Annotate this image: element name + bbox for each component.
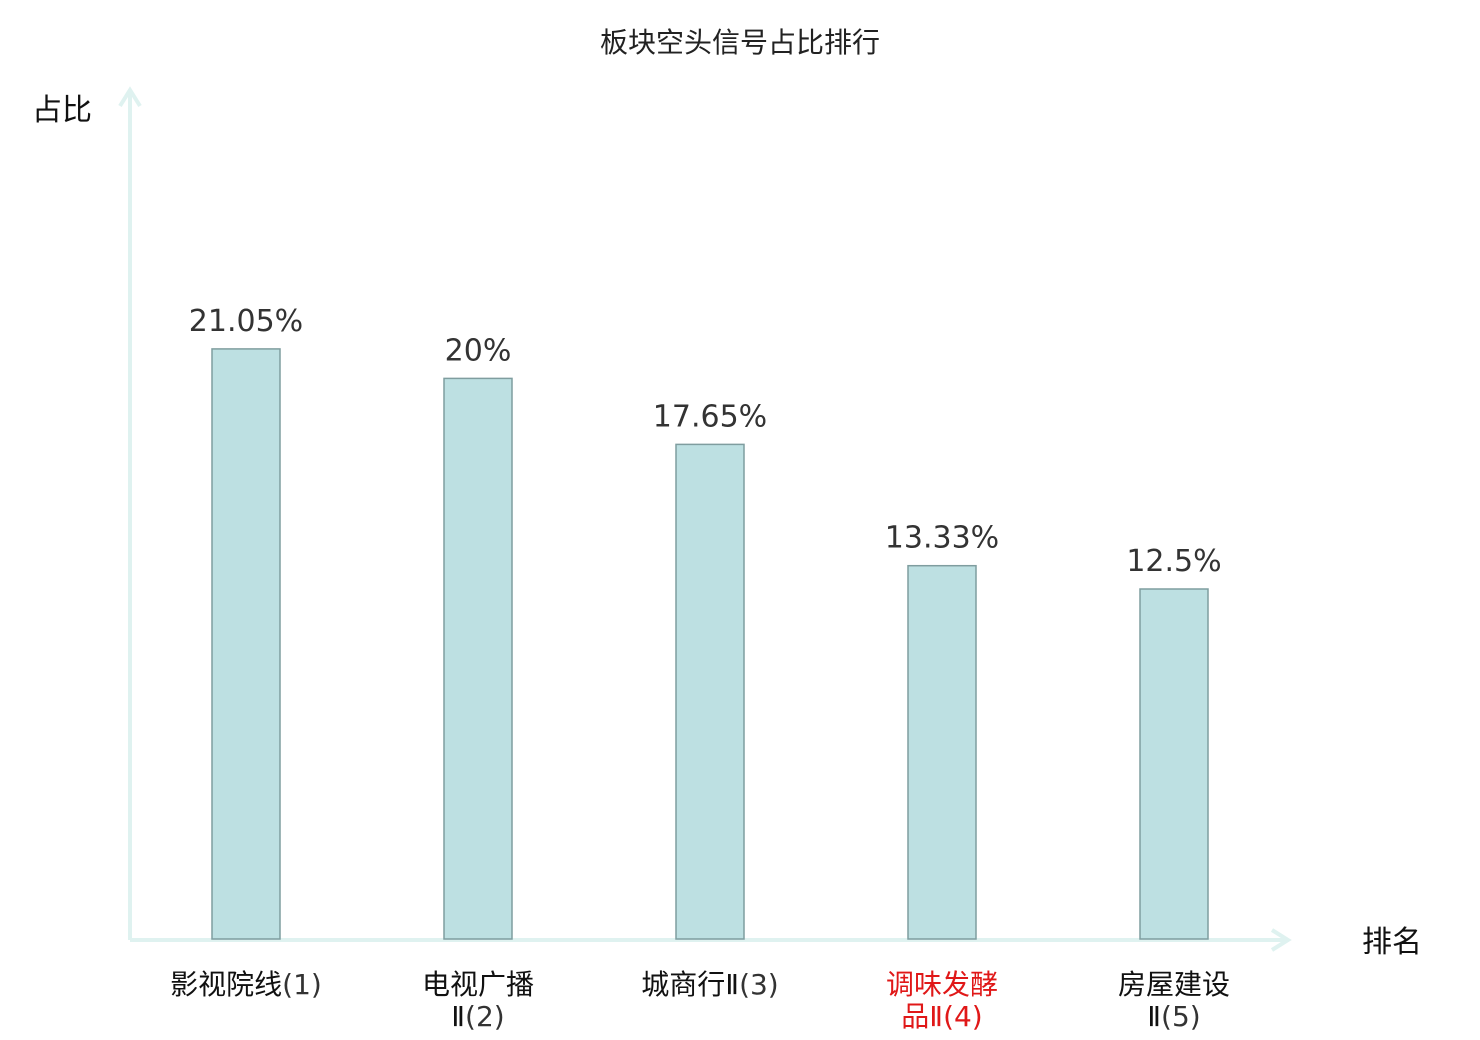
bar (443, 377, 513, 940)
category-label-line2: 品Ⅱ(4) (901, 1000, 982, 1033)
category-label: 调味发酵 (886, 968, 998, 1001)
category-label: 城商行Ⅱ(3) (641, 968, 778, 1001)
bars (211, 348, 1209, 940)
bar (211, 348, 281, 940)
x-axis-arrow (1270, 928, 1292, 952)
category-label: 影视院线(1) (170, 968, 322, 1001)
y-axis-label: 占比 (32, 93, 92, 128)
bar (1139, 588, 1209, 940)
bar-value-label: 20% (445, 333, 512, 368)
category-label-line2: Ⅱ(5) (1147, 1000, 1200, 1033)
category-label: 房屋建设 (1118, 968, 1230, 1001)
category-label-line2: Ⅱ(2) (451, 1000, 504, 1033)
axes (118, 86, 1292, 952)
chart-title: 板块空头信号占比排行 (600, 26, 880, 59)
bar (907, 564, 977, 940)
category-label: 电视广播 (422, 968, 534, 1001)
bar-value-label: 17.65% (653, 399, 767, 434)
bar-value-label: 13.33% (885, 521, 999, 556)
x-axis-label: 排名 (1362, 925, 1422, 960)
bar-value-label: 21.05% (189, 304, 303, 339)
value-labels: 21.05% 20% 17.65% 13.33% 12.5% (189, 304, 1222, 579)
bar-value-label: 12.5% (1126, 544, 1221, 579)
bar (675, 443, 745, 940)
y-axis-arrow (118, 86, 142, 108)
